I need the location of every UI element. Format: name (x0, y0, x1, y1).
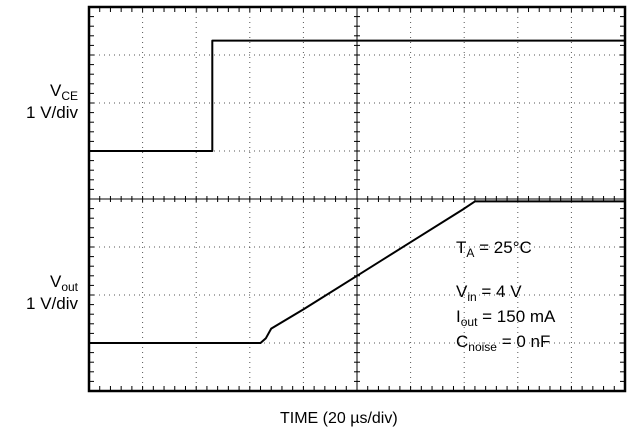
trace-vout (89, 200, 625, 344)
x-axis-label-unit: µs/div) (350, 410, 398, 427)
vout-label-main: V (49, 272, 62, 291)
ta-main: T (456, 238, 467, 257)
vout-channel-label: Vout (49, 272, 78, 294)
cnoise-sub: noise (468, 340, 497, 354)
vout-scale-text: 1 V/div (26, 294, 78, 313)
annotation-ta: TA = 25°C (456, 238, 532, 260)
iout-rest: = 150 mA (477, 307, 556, 326)
ta-rest: = 25°C (474, 238, 532, 257)
iout-main: I (456, 307, 461, 326)
vout-label-sub: out (61, 280, 78, 294)
vce-label-sub: CE (61, 89, 78, 103)
x-axis-label-main: TIME (20 (280, 410, 351, 427)
cnoise-main: C (456, 332, 469, 351)
annotation-iout: Iout = 150 mA (456, 307, 556, 329)
plot-frame (87, 5, 627, 393)
traces (89, 39, 625, 344)
annotation-cnoise: Cnoise = 0 nF (456, 332, 551, 354)
trace-vce (89, 39, 625, 152)
x-axis-label: TIME (20 µs/div) (280, 409, 398, 429)
vin-main: V (456, 282, 468, 301)
annotation-vin: Vin = 4 V (456, 282, 522, 304)
vin-rest: = 4 V (476, 282, 522, 301)
vce-scale-text: 1 V/div (26, 103, 78, 122)
cnoise-rest: = 0 nF (496, 332, 551, 351)
ta-sub: A (466, 246, 475, 260)
vce-label-main: V (49, 81, 62, 100)
vce-scale-label: 1 V/div (26, 103, 78, 123)
vce-channel-label: VCE (49, 81, 78, 103)
vin-sub: in (467, 290, 477, 304)
vout-scale-label: 1 V/div (26, 294, 78, 314)
iout-sub: out (460, 315, 478, 329)
